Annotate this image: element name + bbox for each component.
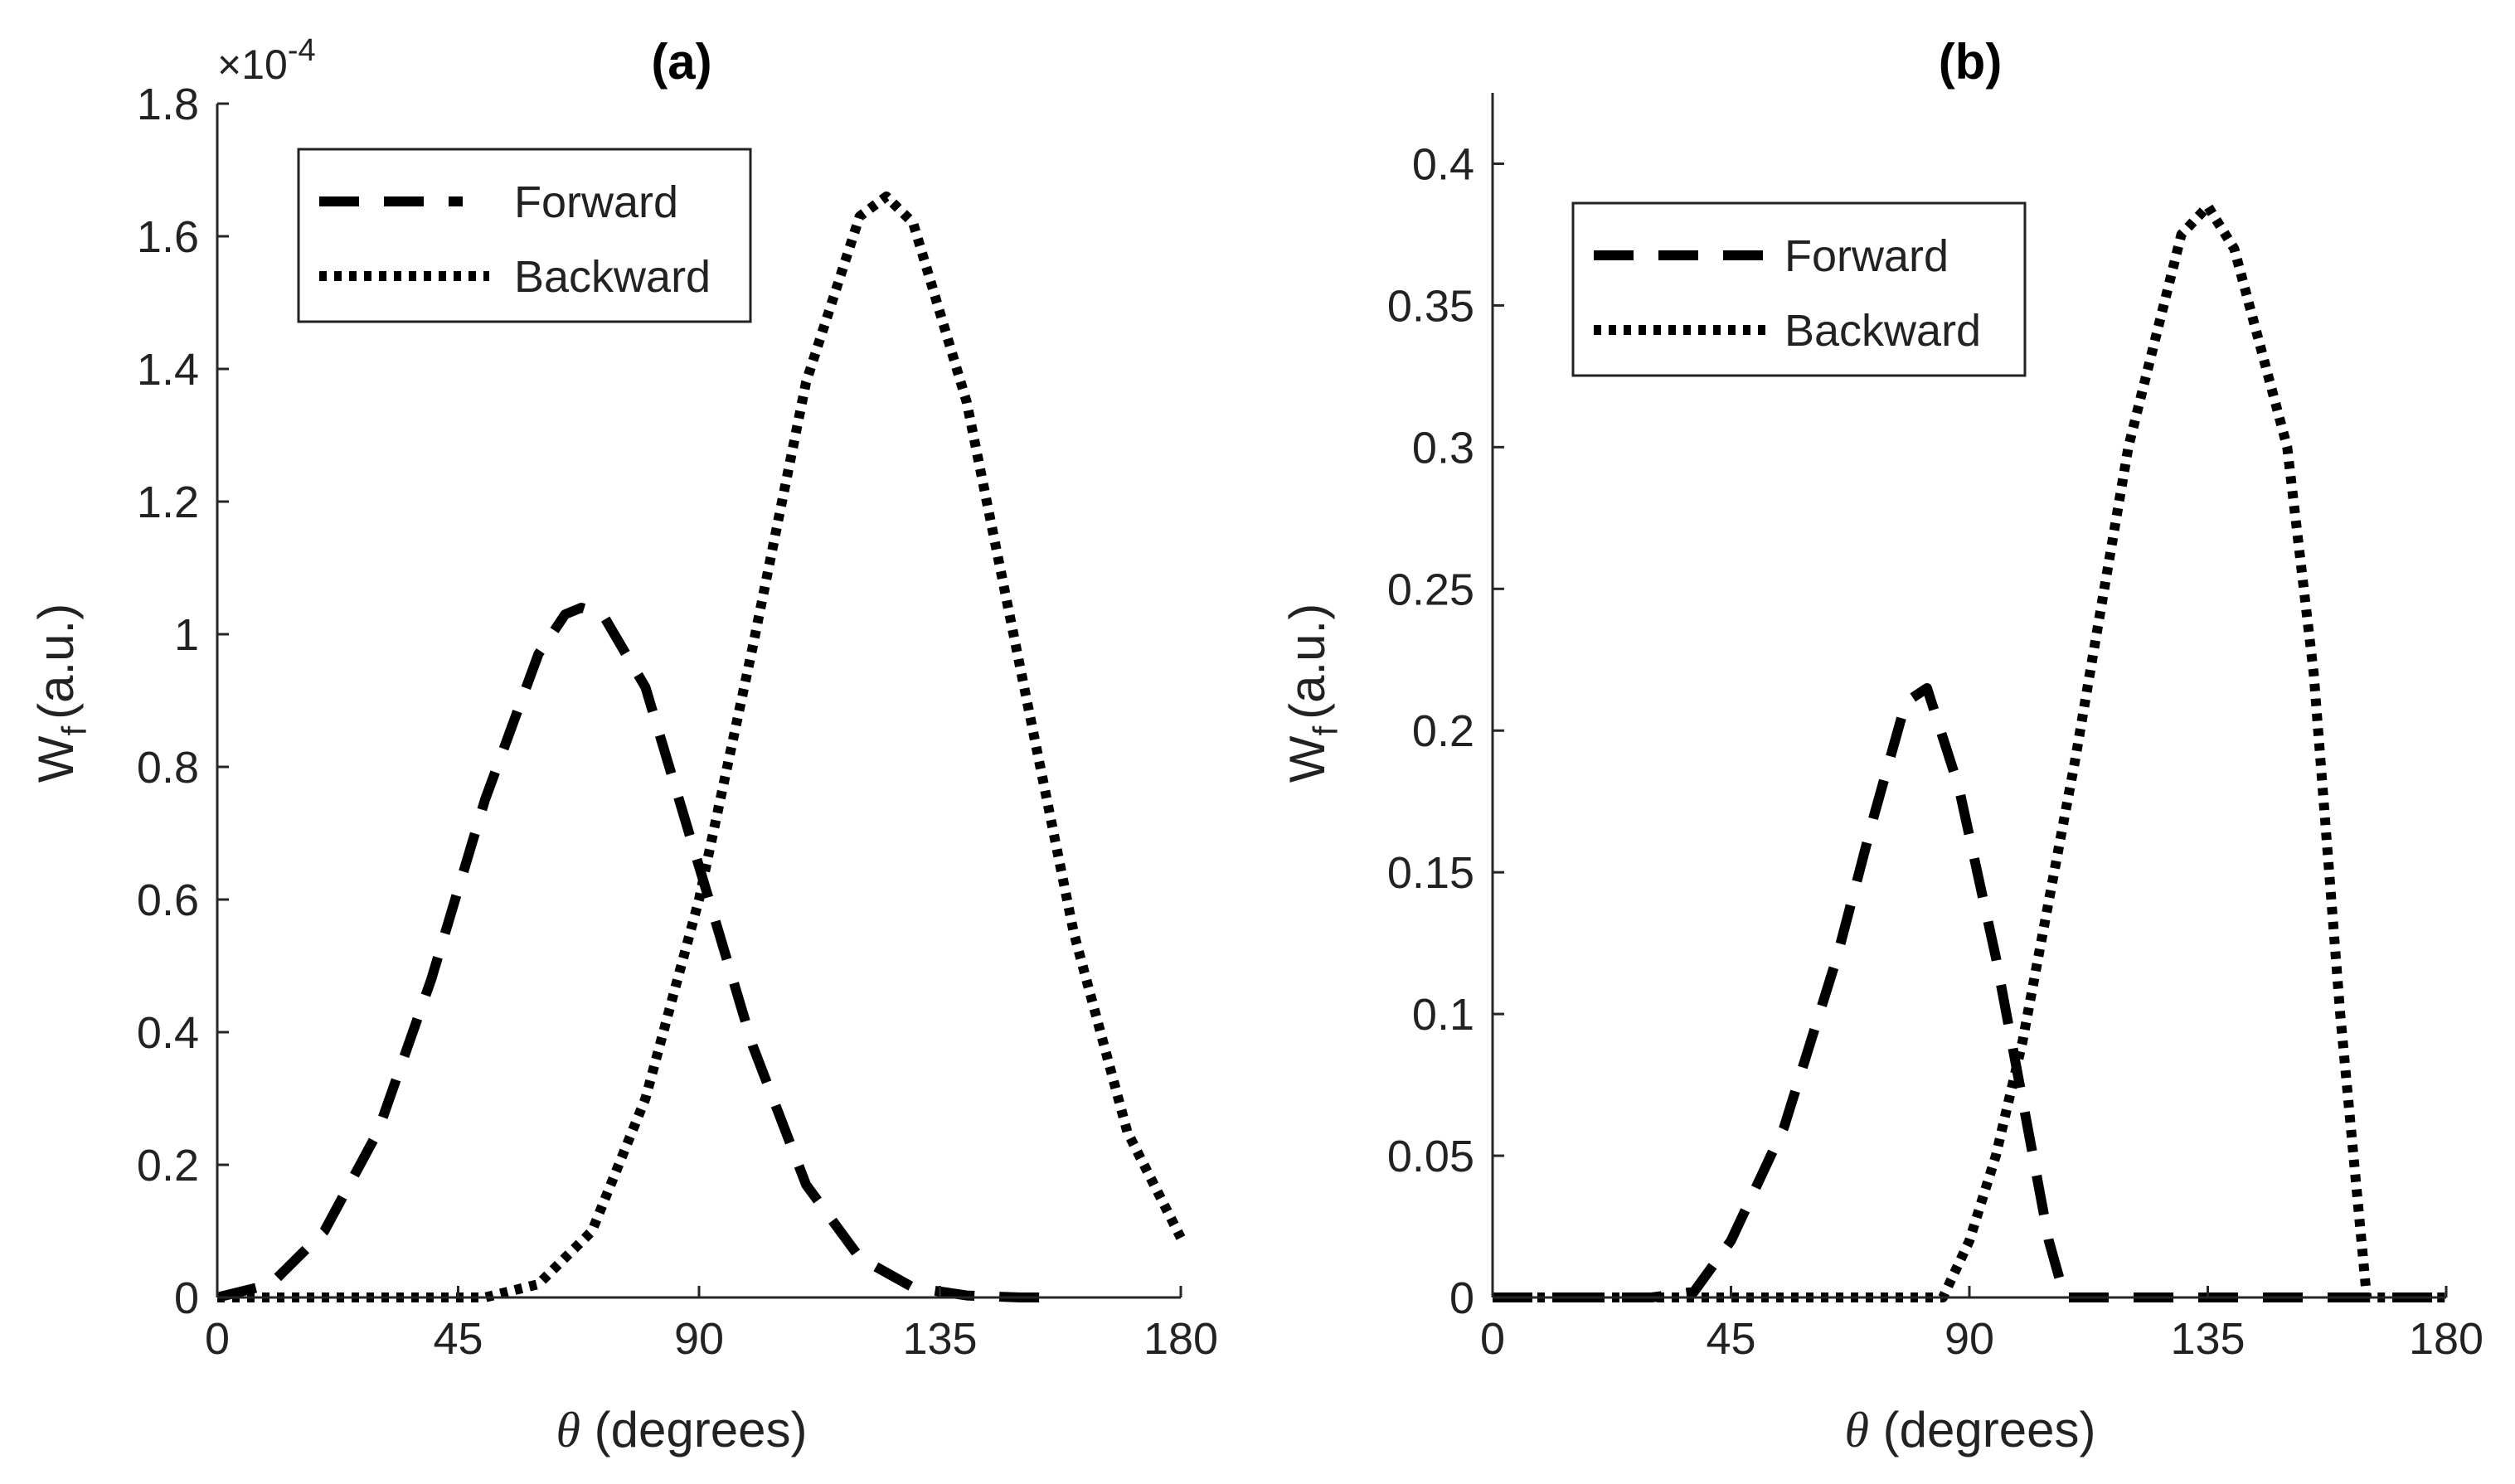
panel-a-x-tick-label: 180: [1143, 1314, 1218, 1364]
panel-b-title: (b): [1939, 34, 2003, 90]
panel-b-y-tick-label: 0.4: [1412, 139, 1474, 189]
panel-a-x-tick-label: 0: [205, 1314, 230, 1364]
panel-a-title: (a): [651, 34, 711, 90]
panel-b-y-axis-label: Wf(a.u.): [1279, 604, 1345, 783]
panel-b-legend-forward-label: Forward: [1784, 231, 1949, 281]
panel-b-y-tick-label: 0.1: [1412, 990, 1474, 1040]
panel-b-x-tick-label: 180: [2409, 1314, 2483, 1364]
panel-b: 0 45 90 135 180 0 0.05 0.1 0.15 0.2 0.25 0.3 0.35 0.4…: [1279, 34, 2483, 1457]
panel-a-y-tick-label: 1.2: [137, 478, 199, 527]
panel-a-x-axis-label: θ (degrees): [556, 1402, 808, 1457]
panel-a-y-tick-label: 0.8: [137, 743, 199, 793]
panel-b-y-tick-label: 0: [1449, 1273, 1474, 1323]
panel-a-x-tick-label: 90: [674, 1314, 724, 1364]
panel-a-y-tick-label: 0.6: [137, 875, 199, 925]
panel-a-y-axis-label: Wf(a.u.): [28, 604, 94, 783]
panel-a-legend-box: [297, 148, 752, 323]
panel-a-y-tick-label: 0.4: [137, 1008, 199, 1058]
panel-a-y-tick-label: 0.2: [137, 1141, 199, 1191]
panel-a-legend-forward-label: Forward: [514, 177, 678, 227]
panel-b-series-backward-line: [1493, 201, 2446, 1302]
panel-b-y-tick-label: 0.3: [1412, 423, 1474, 473]
panel-b-x-tick-label: 45: [1706, 1314, 1755, 1364]
panel-a-exponent: ×10-4: [217, 33, 316, 88]
panel-b-x-tick-label: 135: [2170, 1314, 2245, 1364]
panel-a-y-tick-label: 1: [174, 610, 199, 660]
panel-a-ticks: 0 45 90 135 180 0 0.2 0.4 0.6 0.8 1 1.2 1.4 1.6 1.8: [137, 80, 1218, 1364]
panel-b-y-tick-label: 0.2: [1412, 706, 1474, 756]
panel-a-legend-backward-label: Backward: [514, 252, 711, 302]
panel-b-legend-box: [1571, 201, 2027, 377]
panel-b-y-tick-label: 0.35: [1387, 281, 1474, 331]
panel-a: 0 45 90 135 180 0 0.2 0.4 0.6 0.8 1 1.2 1.4 1.6 1.8 (a…: [28, 33, 1218, 1457]
panel-a-x-tick-label: 135: [902, 1314, 977, 1364]
panel-b-series-forward-line: [1493, 683, 2446, 1302]
panel-a-x-tick-label: 45: [433, 1314, 483, 1364]
panel-b-ticks: 0 45 90 135 180 0 0.05 0.1 0.15 0.2 0.25 0.3 0.35 0.4: [1387, 139, 2483, 1364]
panel-a-y-tick-label: 1.8: [137, 80, 199, 129]
panel-b-series: [1493, 201, 2446, 1302]
panel-b-y-tick-label: 0.15: [1387, 848, 1474, 898]
panel-b-legend: Forward Backward: [1571, 201, 2027, 377]
panel-a-y-tick-label: 0: [174, 1273, 199, 1323]
panel-b-y-tick-label: 0.25: [1387, 565, 1474, 614]
panel-b-legend-backward-label: Backward: [1784, 306, 1981, 356]
panel-a-series-backward-line: [217, 192, 1186, 1302]
panel-a-series: [216, 192, 1186, 1302]
panel-b-x-tick-label: 90: [1945, 1314, 1994, 1364]
panel-a-y-tick-label: 1.4: [137, 345, 199, 395]
panel-b-y-tick-label: 0.05: [1387, 1132, 1474, 1181]
panel-b-x-axis-label: θ (degrees): [1845, 1402, 2096, 1457]
panel-a-y-tick-label: 1.6: [137, 212, 199, 262]
panel-b-x-tick-label: 0: [1480, 1314, 1505, 1364]
panel-a-legend: Forward Backward: [297, 148, 752, 323]
